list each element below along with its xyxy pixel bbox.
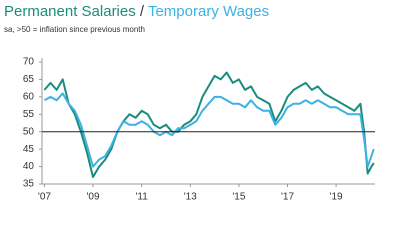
y-tick-label: 70: [23, 57, 35, 68]
y-tick-label: 40: [23, 161, 35, 172]
x-tick-label: '13: [184, 192, 197, 203]
x-tick-label: '17: [281, 192, 294, 203]
x-tick-label: '07: [38, 192, 51, 203]
y-tick-label: 35: [23, 179, 35, 190]
y-tick-label: 65: [23, 74, 35, 85]
title-part: Temporary Wages: [148, 3, 269, 20]
series-line: [43, 71, 375, 178]
chart-title: Permanent Salaries / Temporary Wages: [4, 3, 269, 20]
x-tick-label: '19: [330, 192, 343, 203]
title-separator: /: [136, 3, 148, 20]
y-tick-label: 45: [23, 144, 35, 155]
y-tick-label: 60: [23, 91, 35, 102]
chart: Permanent Salaries / Temporary Wages sa,…: [4, 3, 375, 203]
title-part: Permanent Salaries: [4, 3, 136, 20]
y-tick-label: 55: [23, 109, 35, 120]
x-tick-label: '09: [87, 192, 100, 203]
y-tick-label: 50: [23, 126, 35, 137]
subtitle: sa, >50 = inflation since previous month: [4, 25, 145, 34]
page: Permanent Salaries / Temporary Wages sa,…: [4, 2, 375, 203]
series-line: [43, 92, 375, 168]
x-tick-label: '15: [232, 192, 245, 203]
x-tick-label: '11: [136, 192, 149, 203]
